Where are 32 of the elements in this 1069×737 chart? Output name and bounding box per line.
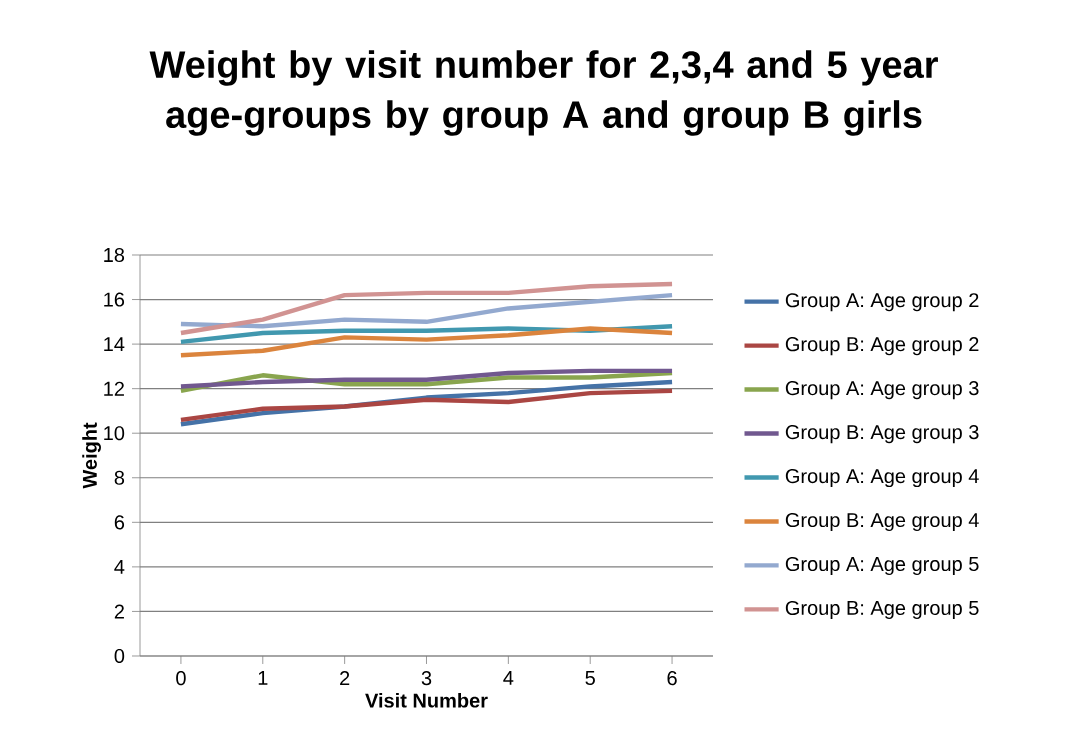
y-tick-label: 10 <box>104 426 125 441</box>
y-tick-label: 12 <box>104 381 124 396</box>
x-tick-label: 1 <box>258 671 268 685</box>
x-tick-label: 3 <box>421 671 432 686</box>
chart-title: Weight by visit number for 2,3,4 and 5 year age-groups by group A and group B girls <box>149 50 938 136</box>
y-tick-label: 14 <box>104 337 125 351</box>
line-series <box>178 388 675 423</box>
y-tick-label: 16 <box>104 292 125 307</box>
line-series <box>178 326 675 358</box>
line-series <box>178 281 675 336</box>
x-axis-title: Visit Number <box>365 692 488 708</box>
y-tick-label: 4 <box>114 559 125 574</box>
y-tick-label: 8 <box>114 470 125 485</box>
x-tick-label: 5 <box>585 671 595 685</box>
legend-label: Group A: Age group 5 <box>785 556 979 576</box>
x-tick-label: 0 <box>176 671 186 686</box>
legend-label: Group A: Age group 3 <box>785 381 979 400</box>
y-tick-label: 2 <box>114 604 124 619</box>
y-tick-label: 18 <box>104 247 125 263</box>
x-tick-label: 4 <box>503 671 514 685</box>
legend-label: Group B: Age group 4 <box>785 512 979 532</box>
legend-label: Group B: Age group 5 <box>785 600 979 619</box>
legend-label: Group B: Age group 3 <box>785 425 979 444</box>
legend-label: Group A: Age group 2 <box>785 293 979 312</box>
x-tick-label: 2 <box>340 671 350 686</box>
y-tick-label: 0 <box>114 648 125 664</box>
legend-label: Group B: Age group 2 <box>785 337 979 356</box>
line-series <box>178 368 675 389</box>
y-axis-title: Weight <box>82 422 101 489</box>
x-tick-label: 6 <box>667 671 677 686</box>
legend-label: Group A: Age group 4 <box>785 469 979 488</box>
y-tick-label: 6 <box>114 515 125 530</box>
